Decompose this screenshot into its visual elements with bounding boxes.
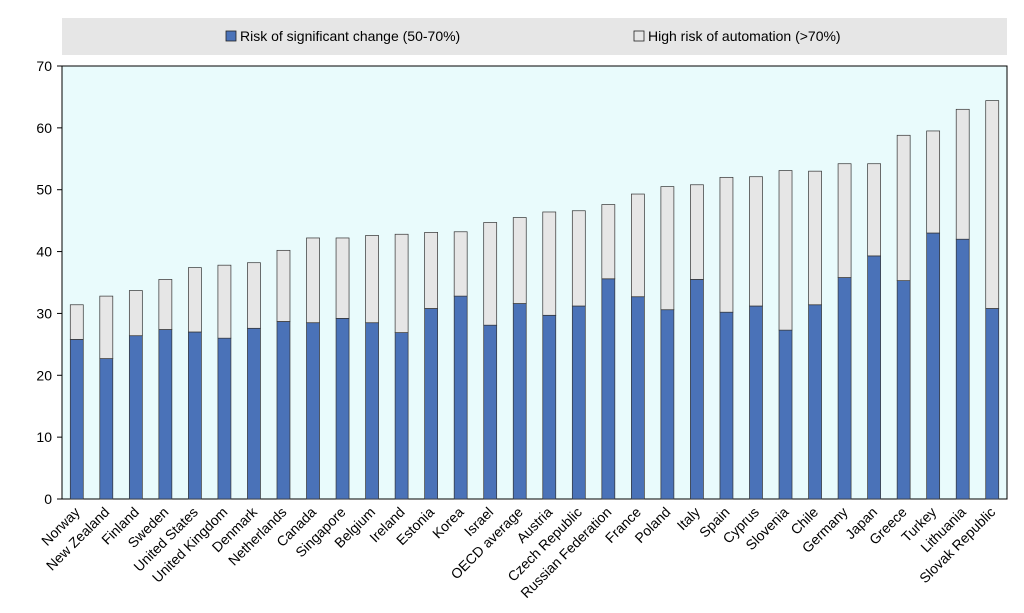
bar-series-2-ireland bbox=[394, 233, 409, 333]
bar-series-2-czech-republic bbox=[571, 210, 586, 307]
bar-series-1-finland bbox=[128, 335, 143, 500]
bar-series-2-cyprus bbox=[749, 176, 763, 307]
bar-series-1-norway bbox=[69, 339, 84, 500]
bar-series-2-sweden bbox=[158, 279, 173, 330]
y-tick-label: 40 bbox=[36, 244, 52, 260]
y-tick-label: 60 bbox=[36, 120, 52, 136]
bar-series-2-spain bbox=[719, 176, 734, 313]
bar-series-2-slovak-republic bbox=[985, 100, 1000, 309]
bar-series-2-estonia bbox=[424, 232, 438, 309]
y-tick-label: 50 bbox=[36, 182, 52, 198]
bar-series-2-united-states bbox=[188, 267, 202, 333]
bar-series-2-denmark bbox=[247, 262, 261, 329]
bar-series-1-united-kingdom bbox=[217, 337, 232, 500]
bar-series-1-slovenia bbox=[778, 329, 793, 500]
bar-series-2-turkey bbox=[926, 130, 941, 234]
plot-area bbox=[61, 65, 1008, 500]
bar-series-2-norway bbox=[69, 304, 84, 340]
legend: Risk of significant change (50-70%) High… bbox=[225, 28, 841, 44]
x-tick-label: Korea bbox=[429, 504, 467, 542]
bar-series-2-israel bbox=[483, 222, 498, 326]
bar-series-2-lithuania bbox=[955, 108, 970, 240]
bar-series-1-greece bbox=[896, 280, 911, 500]
bar-series-2-oecd-average bbox=[512, 217, 527, 304]
bar-series-2-france bbox=[631, 193, 645, 298]
bar-series-1-france bbox=[631, 296, 645, 500]
bar-series-2-korea bbox=[453, 231, 468, 297]
bar-series-2-belgium bbox=[365, 235, 379, 324]
y-tick-label: 70 bbox=[36, 58, 52, 74]
bar-series-1-austria bbox=[542, 314, 557, 500]
legend-label-series-2: High risk of automation (>70%) bbox=[648, 28, 841, 44]
bar-series-1-czech-republic bbox=[571, 305, 586, 500]
bar-series-1-russian-federation bbox=[601, 278, 616, 500]
bar-series-1-korea bbox=[453, 295, 468, 500]
bar-series-1-slovak-republic bbox=[985, 308, 1000, 500]
legend-swatch-series-1 bbox=[225, 30, 237, 42]
y-tick-label: 0 bbox=[44, 491, 52, 507]
bar-series-2-new-zealand bbox=[99, 295, 114, 359]
bar-series-1-lithuania bbox=[955, 238, 970, 500]
bar-series-2-united-kingdom bbox=[217, 264, 232, 339]
bar-series-1-belgium bbox=[365, 322, 379, 500]
legend-label-series-1: Risk of significant change (50-70%) bbox=[240, 28, 460, 44]
bar-series-1-italy bbox=[690, 279, 704, 500]
y-tick-label: 10 bbox=[36, 429, 52, 445]
bar-series-1-sweden bbox=[158, 329, 173, 500]
bar-series-1-netherlands bbox=[276, 321, 291, 500]
bar-series-1-japan bbox=[867, 255, 881, 500]
bar-series-1-singapore bbox=[335, 318, 350, 500]
bar-series-2-germany bbox=[837, 163, 852, 278]
bar-series-2-finland bbox=[128, 290, 143, 337]
bar-series-1-germany bbox=[837, 277, 852, 500]
bar-series-1-cyprus bbox=[749, 305, 763, 500]
bar-series-2-netherlands bbox=[276, 249, 291, 322]
bar-series-1-ireland bbox=[394, 332, 409, 500]
bar-series-2-chile bbox=[808, 170, 822, 306]
bar-series-2-italy bbox=[690, 184, 704, 280]
bar-series-1-oecd-average bbox=[512, 303, 527, 500]
bar-series-2-singapore bbox=[335, 237, 350, 319]
bars bbox=[69, 100, 1000, 500]
bar-series-1-united-states bbox=[188, 331, 202, 500]
bar-series-1-chile bbox=[808, 304, 822, 500]
bar-series-1-poland bbox=[660, 309, 675, 500]
bar-series-1-spain bbox=[719, 311, 734, 500]
bar-series-1-canada bbox=[306, 322, 320, 500]
bar-series-2-japan bbox=[867, 163, 881, 257]
bar-series-2-slovenia bbox=[778, 170, 793, 331]
bar-series-1-estonia bbox=[424, 308, 438, 500]
y-tick-label: 30 bbox=[36, 305, 52, 321]
bar-series-2-russian-federation bbox=[601, 204, 616, 280]
y-axis: 0 10 20 30 40 50 60 70 bbox=[36, 58, 62, 507]
bar-series-2-canada bbox=[306, 237, 320, 324]
y-tick-label: 20 bbox=[36, 367, 52, 383]
bar-series-2-austria bbox=[542, 211, 557, 316]
bar-series-2-greece bbox=[896, 134, 911, 281]
bar-series-1-denmark bbox=[247, 327, 261, 500]
legend-swatch-series-2 bbox=[633, 30, 645, 42]
bar-series-2-poland bbox=[660, 186, 675, 311]
bar-series-1-israel bbox=[483, 324, 498, 500]
legend-background bbox=[62, 18, 1007, 55]
bar-series-1-new-zealand bbox=[99, 358, 114, 500]
bar-series-1-turkey bbox=[926, 232, 941, 500]
